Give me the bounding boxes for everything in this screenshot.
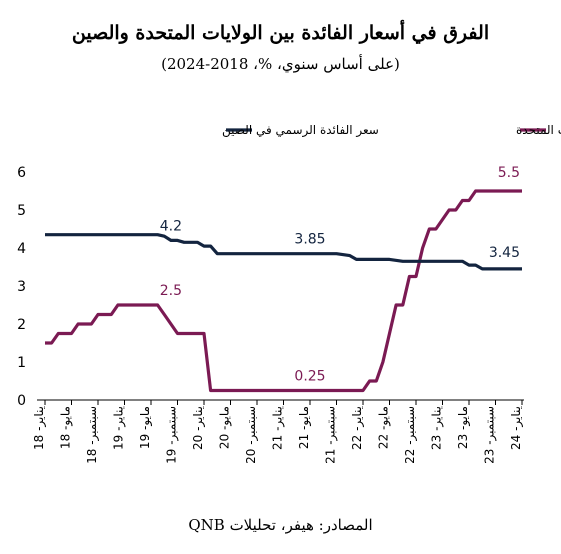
data-label: 2.5	[160, 283, 182, 299]
data-label: 4.2	[160, 218, 182, 234]
legend: سعر الفائدة الرسمي في الولايات المتحدة سع…	[222, 123, 561, 138]
x-tick-label: مايو- 20	[218, 406, 233, 449]
y-tick-label: 5	[17, 203, 26, 219]
x-tick-label: يناير- 24	[509, 406, 524, 450]
x-tick-label: مايو- 19	[138, 406, 153, 449]
y-tick-label: 4	[17, 241, 26, 257]
legend-label-china: سعر الفائدة الرسمي في الصين	[222, 123, 379, 138]
series-line-us	[45, 189, 522, 393]
y-axis: 0 1 2 3 4 5 6	[17, 165, 26, 409]
x-tick-label: يناير- 22	[350, 406, 365, 450]
data-label: 0.25	[294, 369, 325, 385]
x-tick-label: يناير- 19	[112, 406, 127, 450]
series-lines	[45, 189, 522, 393]
x-tick-label: يناير- 21	[271, 406, 286, 450]
x-tick-label: سبتمبر- 22	[403, 406, 418, 464]
x-tick-label: سبتمبر- 23	[483, 406, 498, 464]
x-tick-label: سبتمبر- 21	[324, 406, 339, 464]
x-tick-label: سبتمبر- 18	[85, 406, 100, 464]
x-tick-label: سبتمبر- 19	[165, 406, 180, 464]
x-tick-label: يناير- 23	[430, 406, 445, 450]
data-labels: 4.2 3.85 3.45 2.5 0.25 5.5	[160, 165, 520, 385]
series-line-china	[45, 233, 522, 271]
x-axis: يناير- 18 مايو- 18 سبتمبر- 18 يناير- 19 مايو…	[32, 399, 524, 464]
x-tick-label: سبتمبر- 20	[244, 406, 259, 464]
chart-title: الفرق في أسعار الفائدة بين الولايات المت…	[71, 22, 490, 44]
chart-subtitle: (على أساس سنوي، %، 2018-2024)	[161, 55, 400, 73]
x-tick-label: مايو- 22	[377, 406, 392, 449]
data-label: 3.85	[294, 232, 325, 248]
x-tick-label: يناير- 18	[32, 406, 47, 450]
source-note: المصادر: هيفر، تحليلات QNB	[188, 516, 373, 534]
x-tick-label: يناير- 20	[191, 406, 206, 450]
x-tick-label: مايو- 21	[297, 406, 312, 449]
x-tick-label: مايو- 18	[59, 406, 74, 449]
y-tick-label: 3	[17, 279, 26, 295]
data-label: 3.45	[489, 245, 520, 261]
y-tick-label: 2	[17, 317, 26, 333]
y-tick-label: 1	[17, 355, 26, 371]
data-label: 5.5	[498, 165, 520, 181]
y-tick-label: 6	[17, 165, 26, 181]
x-tick-label: مايو- 23	[456, 406, 471, 449]
legend-label-us: سعر الفائدة الرسمي في الولايات المتحدة	[516, 123, 561, 138]
y-tick-label: 0	[17, 393, 26, 409]
